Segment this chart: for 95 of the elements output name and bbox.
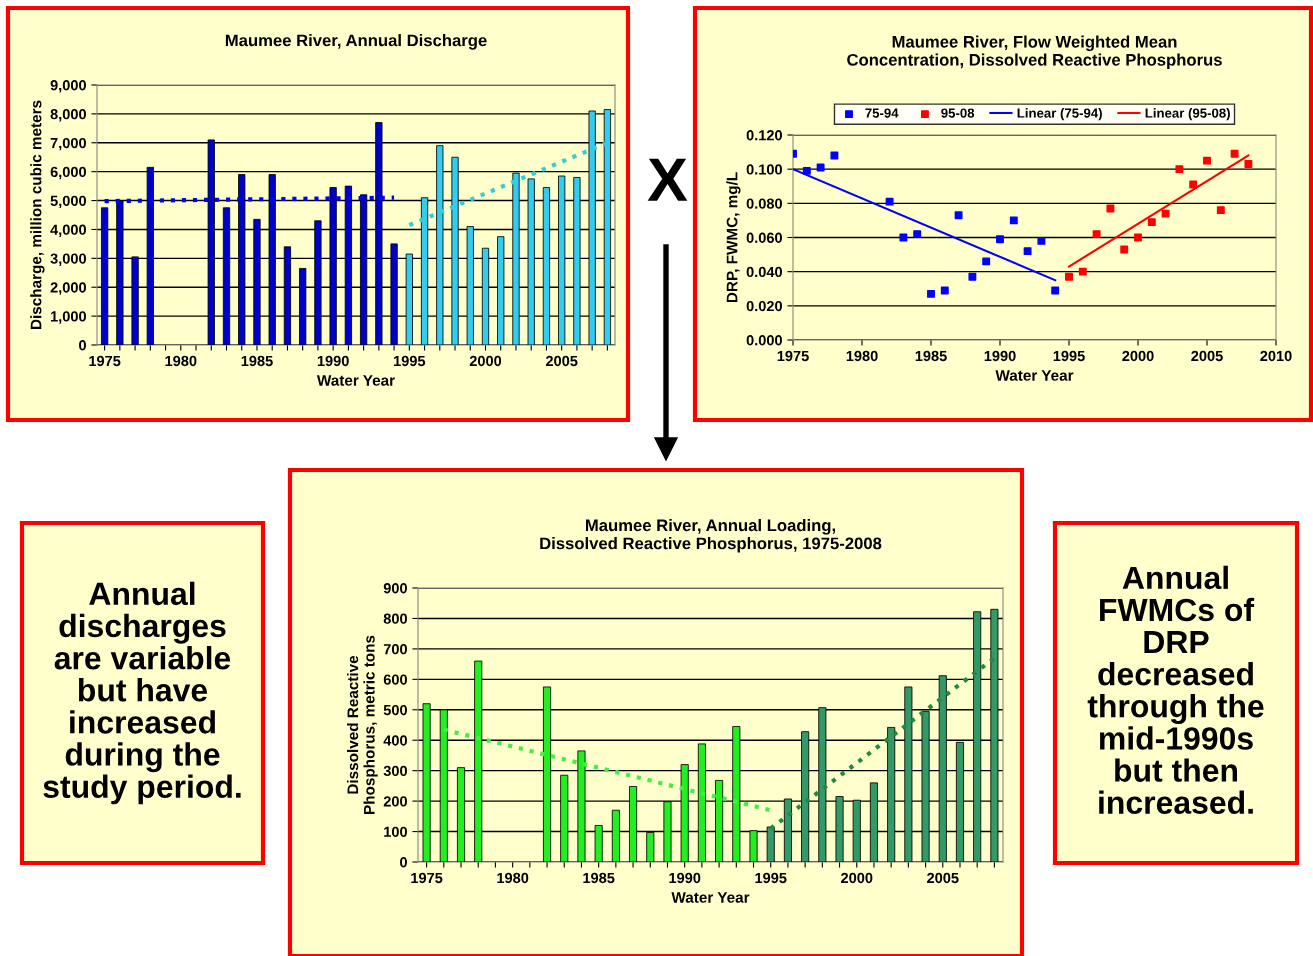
point <box>1134 233 1142 242</box>
text: X <box>647 158 688 201</box>
x-tick-label: 1975 <box>777 350 809 362</box>
y-tick-label: 400 <box>383 735 407 746</box>
x-tick-label: 2005 <box>1191 350 1223 362</box>
y-tick-label: 900 <box>383 583 407 594</box>
point <box>1230 149 1239 158</box>
x-tick-label: 1980 <box>497 872 529 884</box>
point <box>885 197 894 206</box>
point <box>1244 160 1253 168</box>
y-tick-label: 0.000 <box>746 335 782 346</box>
x-tick-label: 1990 <box>984 350 1016 362</box>
point <box>816 163 825 172</box>
point <box>1175 165 1184 174</box>
x-tick-label: 1995 <box>394 355 426 367</box>
y-tick-label: 4,000 <box>50 224 86 237</box>
y-tick-label: 0.060 <box>746 232 782 243</box>
x-tick-label: 1995 <box>755 872 787 884</box>
x-axis-title: Water Year <box>671 892 750 903</box>
x-tick-label: 2000 <box>841 872 873 884</box>
legend-label: Linear (95-08) <box>1145 108 1230 121</box>
point <box>899 233 908 242</box>
text: Annual FWMCs of DRP decreased through the mid-1990s but then increased. <box>1087 565 1264 814</box>
x-tick-label: 1990 <box>669 872 701 884</box>
point <box>968 272 977 281</box>
point <box>1023 247 1032 256</box>
y-tick-label: 8,000 <box>50 108 86 122</box>
point <box>1092 230 1101 239</box>
point <box>1106 204 1115 213</box>
y-tick-label: 0.080 <box>746 198 782 209</box>
point <box>982 257 991 266</box>
x-tick-label: 2005 <box>545 355 578 367</box>
x-tick-label: 1990 <box>317 355 349 367</box>
y-tick-label: 0.020 <box>746 300 782 312</box>
point <box>830 151 839 160</box>
y-tick-label: 0 <box>79 340 86 351</box>
point <box>954 211 963 220</box>
point <box>802 166 811 175</box>
y-tick-label: 500 <box>383 704 407 716</box>
point <box>1065 272 1073 281</box>
point <box>1051 286 1060 295</box>
x-tick-label: 1995 <box>1053 350 1085 362</box>
y-tick-label: 700 <box>383 643 407 655</box>
point <box>1189 180 1198 189</box>
point <box>927 289 935 298</box>
y-tick-label: 1,000 <box>51 311 86 324</box>
y-axis-title: Dissolved Reactive Phosphorus, metric tons <box>347 635 378 814</box>
y-tick-label: 0.120 <box>746 130 782 141</box>
x-tick-label: 2010 <box>1260 350 1292 362</box>
point <box>1078 267 1087 276</box>
point <box>1120 245 1129 254</box>
y-tick-label: 6,000 <box>50 166 86 180</box>
x-tick-label: 2000 <box>1122 350 1154 362</box>
x-tick-label: 1975 <box>411 872 443 884</box>
point <box>1161 209 1170 218</box>
y-tick-label: 100 <box>384 826 407 837</box>
point <box>1216 206 1225 215</box>
x-tick-label: 1985 <box>915 350 947 362</box>
legend-label: 95-08 <box>941 108 975 118</box>
point <box>1037 236 1046 245</box>
y-tick-label: 3,000 <box>50 253 86 266</box>
y-tick-label: 9,000 <box>50 80 86 93</box>
x-tick-label: 1980 <box>846 350 878 362</box>
legend-label: 75-94 <box>865 108 899 118</box>
x-axis-title: Water Year <box>995 370 1074 381</box>
y-tick-label: 2,000 <box>50 282 86 295</box>
x-tick-label: 2005 <box>927 872 959 884</box>
y-tick-label: 5,000 <box>50 195 86 209</box>
y-tick-label: 0.100 <box>746 164 782 175</box>
y-axis-title: Discharge, million cubic meters <box>30 100 45 330</box>
point <box>1009 216 1018 225</box>
y-tick-label: 800 <box>383 613 407 624</box>
y-tick-label: 200 <box>383 796 407 807</box>
y-tick-label: 600 <box>383 674 407 685</box>
y-axis-title: DRP, FWMC, mg/L <box>726 172 741 303</box>
x-tick-label: 1985 <box>583 872 615 884</box>
x-tick-label: 1975 <box>89 355 121 367</box>
chart-title: Maumee River, Annual Discharge <box>225 34 487 50</box>
text: Annual discharges are variable but have increased during the study period. <box>43 581 241 805</box>
x-tick-label: 2000 <box>469 355 502 367</box>
y-tick-label: 0 <box>400 857 407 868</box>
point <box>940 286 949 295</box>
x-axis-title: Water Year <box>316 375 395 386</box>
point <box>913 230 922 239</box>
point <box>1147 218 1156 227</box>
chart-title: Maumee River, Annual Loading, Dissolved Reactive Phosphorus, 1975-2008 <box>540 519 882 553</box>
x-tick-label: 1985 <box>241 355 273 367</box>
point <box>1203 156 1211 165</box>
chart-title: Maumee River, Flow Weighted Mean Concentration, Dissolved Reactive Phosphorus <box>847 35 1222 70</box>
y-tick-label: 300 <box>383 765 407 777</box>
point <box>996 235 1004 244</box>
legend-label: Linear (75-94) <box>1017 108 1102 121</box>
y-tick-label: 0.040 <box>746 266 782 278</box>
x-tick-label: 1980 <box>165 355 197 367</box>
y-tick-label: 7,000 <box>50 137 86 151</box>
